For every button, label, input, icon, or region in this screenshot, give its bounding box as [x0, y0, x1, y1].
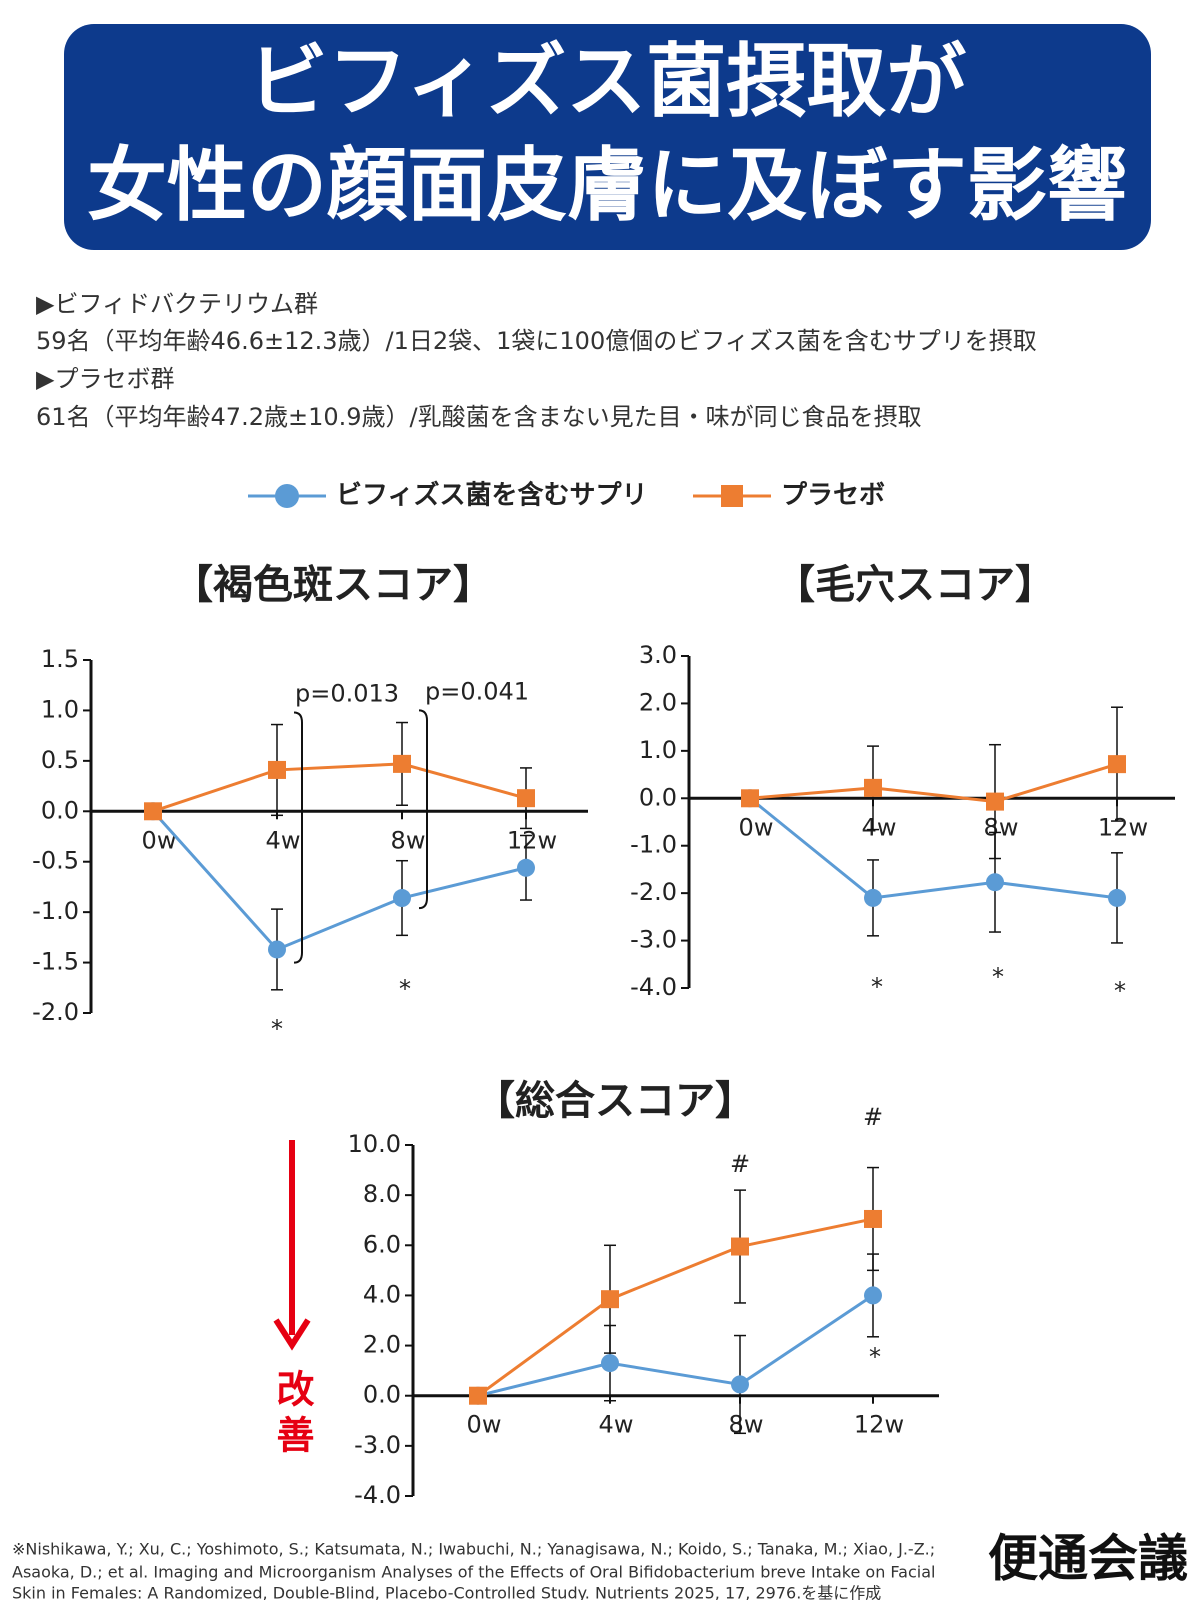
legend-label: プラセボ	[781, 481, 885, 511]
marker	[986, 792, 1004, 811]
marker	[731, 1237, 749, 1256]
marker	[268, 760, 286, 779]
y-tick-label: 0.0	[639, 783, 677, 811]
y-tick-label: -1.5	[32, 948, 79, 976]
y-tick-label: -1.0	[630, 831, 677, 859]
y-tick-label: -1.0	[32, 897, 79, 925]
y-tick-label: 10.0	[348, 1130, 401, 1158]
x-tick-label: 12w	[507, 826, 557, 854]
x-tick-label: 4w	[599, 1411, 634, 1439]
marker	[864, 1286, 882, 1305]
legend-marker	[721, 485, 743, 507]
title-line: 女性の顔面皮膚に及ぼす影響	[87, 139, 1127, 232]
annotation: #	[730, 1150, 750, 1178]
p-value: p=0.041	[425, 677, 529, 705]
marker	[741, 789, 759, 808]
y-tick-label: 2.0	[639, 688, 677, 716]
x-tick-label: 4w	[266, 826, 301, 854]
marker	[144, 802, 162, 821]
citation: ※Nishikawa, Y.; Xu, C.; Yoshimoto, S.; K…	[12, 1540, 935, 1559]
series-line	[152, 762, 527, 813]
bracket	[293, 711, 303, 964]
x-tick-label: 8w	[984, 813, 1019, 841]
legend-marker	[275, 484, 299, 508]
group-info: 61名（平均年齢47.2歳±10.9歳）/乳酸菌を含まない見た目・味が同じ食品を…	[36, 403, 922, 431]
series-line	[749, 797, 1118, 900]
title-line: ビフィズス菌摂取が	[248, 35, 966, 128]
annotation: #	[863, 1103, 883, 1131]
marker	[469, 1386, 487, 1405]
series-line	[477, 1217, 874, 1397]
legend-label: ビフィズス菌を含むサプリ	[336, 480, 647, 511]
y-tick-label: -2.0	[630, 878, 677, 906]
x-tick-label: 8w	[729, 1411, 764, 1439]
marker	[601, 1290, 619, 1309]
annotation: *	[871, 973, 883, 1001]
y-tick-label: 0.5	[41, 746, 79, 774]
series-line	[477, 1294, 874, 1398]
bracket	[418, 709, 428, 910]
y-tick-label: -4.0	[354, 1481, 401, 1509]
y-tick-label: 6.0	[363, 1230, 401, 1258]
marker	[731, 1375, 749, 1394]
x-tick-label: 4w	[862, 813, 897, 841]
x-tick-label: 12w	[854, 1411, 904, 1439]
citation: Skin in Females: A Randomized, Double-Bl…	[12, 1584, 881, 1600]
series-line	[151, 810, 527, 952]
marker	[1108, 755, 1126, 774]
y-tick-label: 1.0	[41, 695, 79, 723]
annotation: *	[399, 975, 411, 1003]
chart-title: 【褐色斑スコア】	[173, 562, 493, 608]
improve-arrow-head	[273, 1318, 311, 1351]
y-tick-label: 0.0	[41, 796, 79, 824]
annotation: *	[992, 963, 1004, 991]
marker	[864, 888, 882, 907]
y-tick-label: 4.0	[363, 1280, 401, 1308]
marker	[986, 873, 1004, 892]
y-tick-label: 8.0	[363, 1180, 401, 1208]
y-tick-label: -3.0	[354, 1431, 401, 1459]
marker	[864, 1209, 882, 1228]
chart-title: 【毛穴スコア】	[775, 562, 1055, 608]
annotation: *	[271, 1015, 283, 1043]
y-tick-label: 1.0	[639, 736, 677, 764]
y-tick-label: 2.0	[363, 1331, 401, 1359]
marker	[517, 789, 535, 808]
p-value: p=0.013	[295, 679, 399, 707]
y-tick-label: 1.5	[41, 645, 79, 673]
y-tick-label: 0.0	[363, 1381, 401, 1409]
chart-title: 【総合スコア】	[475, 1078, 755, 1124]
x-tick-label: 12w	[1098, 813, 1148, 841]
marker	[864, 778, 882, 797]
x-tick-label: 0w	[467, 1411, 502, 1439]
marker	[601, 1354, 619, 1373]
y-tick-label: -4.0	[630, 973, 677, 1001]
marker	[1108, 888, 1126, 907]
improve-label: 改善	[270, 1369, 314, 1461]
series-line	[749, 762, 1118, 804]
header-banner	[64, 24, 1151, 250]
x-tick-label: 8w	[391, 826, 426, 854]
marker	[393, 754, 411, 773]
annotation: *	[1114, 977, 1126, 1005]
y-tick-label: 3.0	[639, 641, 677, 669]
marker	[517, 858, 535, 877]
x-tick-label: 0w	[739, 813, 774, 841]
logo: 便通会議	[988, 1530, 1188, 1588]
y-tick-label: -0.5	[32, 847, 79, 875]
marker	[268, 940, 286, 959]
group-info: ▶ビフィドバクテリウム群	[36, 290, 318, 318]
y-tick-label: -2.0	[32, 998, 79, 1026]
citation: Asaoka, D.; et al. Imaging and Microorga…	[12, 1563, 935, 1582]
group-info: ▶プラセボ群	[36, 365, 174, 393]
annotation: *	[869, 1343, 881, 1371]
y-tick-label: -3.0	[630, 926, 677, 954]
marker	[393, 889, 411, 908]
group-info: 59名（平均年齢46.6±12.3歳）/1日2袋、1袋に100億個のビフィズス菌…	[36, 327, 1037, 355]
